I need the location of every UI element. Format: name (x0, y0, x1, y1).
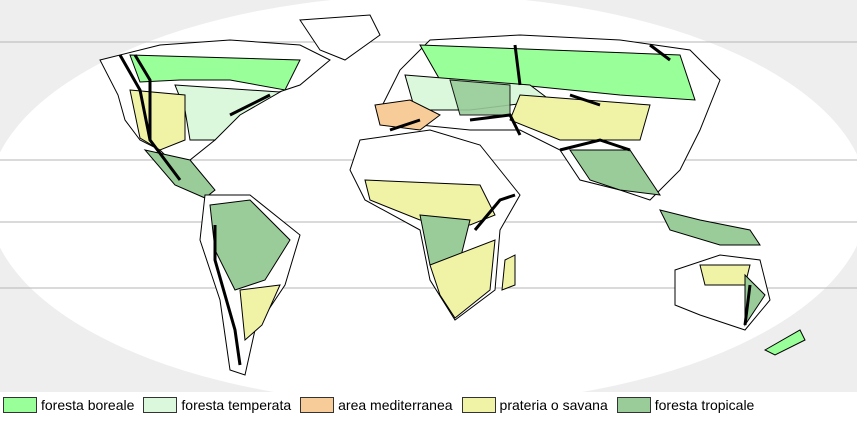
legend-item-foresta-temperata: foresta temperata (143, 397, 291, 413)
legend-item-prateria-o-savana: prateria o savana (461, 397, 608, 413)
mountain-ranges (118, 43, 752, 366)
legend-swatch (461, 397, 496, 413)
continents (99, 14, 806, 376)
legend-label: foresta tropicale (654, 397, 755, 413)
legend-label: foresta boreale (41, 397, 135, 413)
greenland (299, 14, 381, 61)
legend-swatch (300, 397, 335, 413)
world-biome-map (0, 0, 857, 392)
legend-item-area-mediterranea: area mediterranea (300, 397, 453, 413)
legend-label: foresta temperata (181, 397, 292, 413)
legend-swatch (143, 397, 178, 413)
new-zealand (763, 329, 806, 356)
legend-swatch (3, 397, 37, 413)
legend-label: prateria o savana (499, 397, 608, 413)
legend-label: area mediterranea (338, 397, 453, 413)
legend-item-foresta-tropicale: foresta tropicale (616, 397, 755, 413)
madagascar (501, 254, 516, 291)
indonesia (659, 209, 761, 246)
legend: foresta boreale foresta temperata area m… (0, 393, 857, 417)
legend-item-foresta-boreale: foresta boreale (3, 397, 134, 413)
legend-swatch (616, 397, 651, 413)
